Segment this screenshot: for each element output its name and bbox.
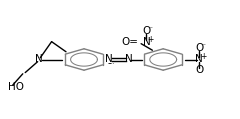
Text: +: + [147,35,153,44]
Text: O: O [195,43,203,53]
Text: O: O [142,26,150,36]
Text: N: N [105,55,113,64]
Text: N: N [143,37,150,47]
Text: ⁻: ⁻ [202,42,205,51]
Text: N: N [195,55,203,64]
Text: ⁻: ⁻ [149,25,153,34]
Text: N: N [35,55,42,64]
Text: O: O [195,65,203,75]
Text: +: + [200,52,206,61]
Text: HO: HO [8,82,24,92]
Text: N: N [125,55,132,64]
Text: O=: O= [121,37,138,47]
